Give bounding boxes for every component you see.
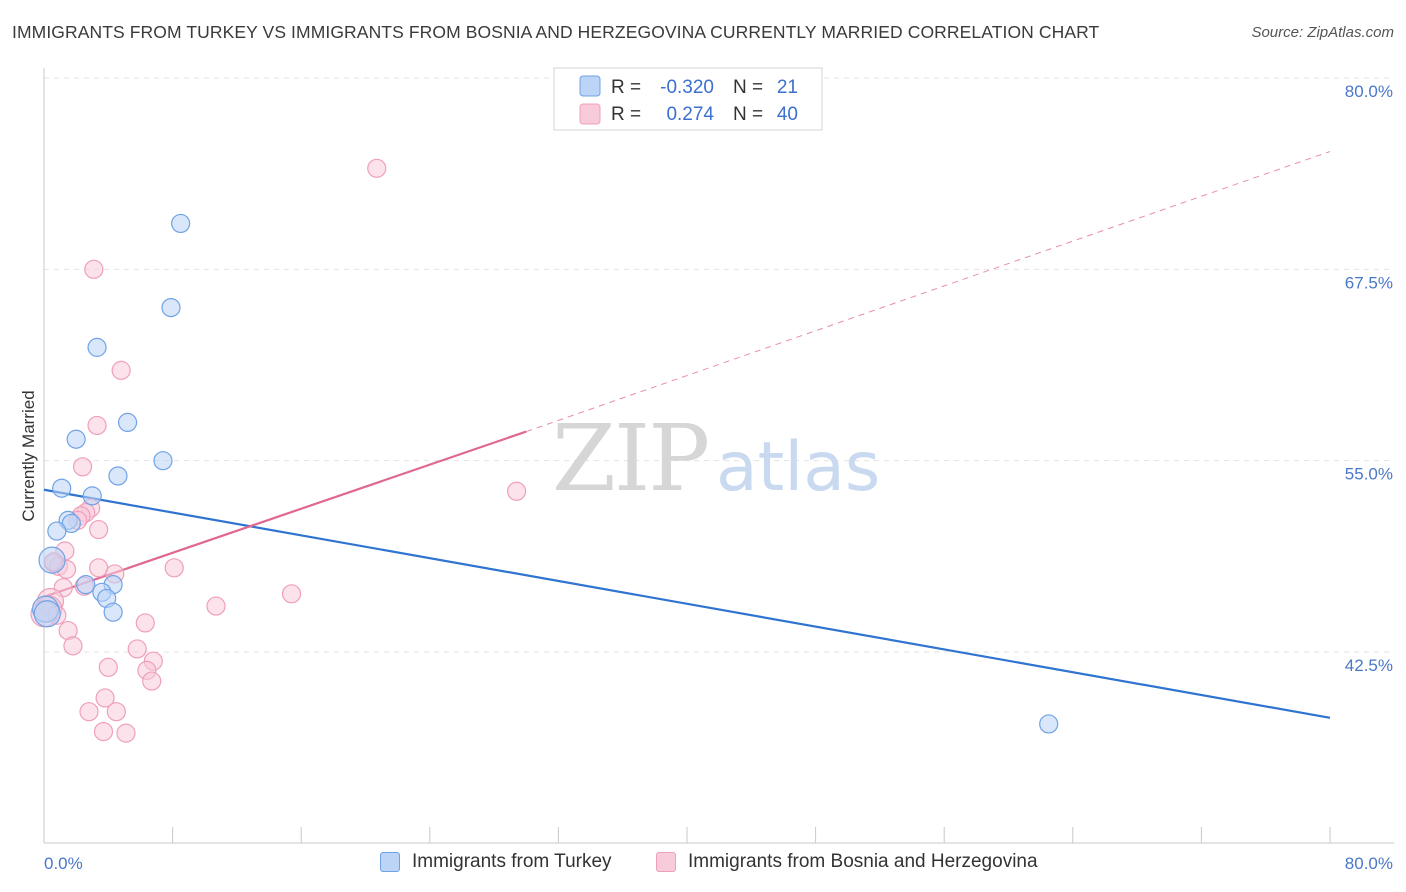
point-turkey [38, 546, 66, 574]
series-legend-item-bosnia: Immigrants from Bosnia and Herzegovina [656, 851, 1038, 873]
series-legend-label-bosnia: Immigrants from Bosnia and Herzegovina [688, 851, 1038, 872]
legend-n-value-turkey: 21 [777, 77, 798, 98]
y-tick-label: 80.0% [1345, 82, 1393, 101]
point-bosnia [507, 481, 527, 501]
correlation-legend: R = -0.320 N = 21 R = 0.274 N = 40 [553, 67, 823, 131]
legend-r-label-turkey: R = [611, 77, 641, 98]
x-tick-labels: 0.0% 80.0% [44, 854, 1393, 873]
legend-n-label-bosnia: N = [733, 104, 763, 125]
point-turkey [1039, 714, 1059, 734]
legend-r-label-bosnia: R = [611, 104, 641, 125]
x-tick-label-max: 80.0% [1345, 854, 1393, 873]
point-bosnia [95, 688, 115, 708]
legend-r-value-turkey: -0.320 [660, 77, 714, 98]
point-bosnia [63, 636, 83, 656]
point-bosnia [367, 158, 387, 178]
point-turkey [47, 521, 67, 541]
point-bosnia [72, 457, 93, 477]
axes [43, 68, 1394, 844]
point-turkey [52, 478, 72, 498]
series-legend-swatch-turkey [380, 852, 400, 872]
point-bosnia [116, 723, 136, 743]
point-bosnia [164, 558, 184, 578]
legend-r-value-bosnia: 0.274 [666, 104, 714, 125]
y-tick-label: 42.5% [1345, 656, 1393, 675]
point-bosnia [106, 702, 126, 722]
x-tick-label-min: 0.0% [44, 854, 83, 873]
data-points [30, 158, 1059, 743]
legend-swatch-turkey [579, 75, 601, 97]
series-legend-label-turkey: Immigrants from Turkey [412, 851, 612, 872]
point-bosnia [93, 721, 114, 742]
point-turkey [171, 213, 191, 234]
point-turkey [108, 466, 128, 486]
point-turkey [161, 298, 181, 318]
point-turkey [103, 602, 123, 622]
series-legend: Immigrants from Turkey Immigrants from B… [0, 851, 1406, 879]
point-turkey [76, 575, 96, 595]
point-bosnia [89, 519, 109, 540]
point-bosnia [84, 259, 104, 279]
grid-lines [44, 77, 1394, 653]
point-turkey [33, 600, 61, 628]
point-bosnia [98, 657, 118, 677]
chart-title: IMMIGRANTS FROM TURKEY VS IMMIGRANTS FRO… [12, 22, 1100, 42]
point-bosnia [79, 702, 99, 722]
y-tick-label: 55.0% [1345, 465, 1393, 484]
point-bosnia [89, 558, 109, 578]
y-tick-label: 67.5% [1345, 273, 1393, 292]
chart-source: Source: ZipAtlas.com [1251, 24, 1394, 41]
point-turkey [117, 412, 138, 432]
point-bosnia [135, 613, 155, 633]
point-turkey [66, 429, 86, 449]
point-bosnia [127, 639, 147, 659]
watermark-zip: ZIP [552, 405, 708, 512]
legend-n-label-turkey: N = [733, 77, 763, 98]
point-turkey [87, 337, 107, 357]
watermark-atlas: atlas [716, 428, 880, 507]
series-legend-item-turkey: Immigrants from Turkey [380, 851, 612, 873]
point-bosnia [206, 596, 226, 616]
watermark: ZIP atlas [552, 405, 880, 512]
series-legend-swatch-bosnia [656, 852, 676, 872]
point-turkey [153, 451, 173, 471]
y-tick-labels: 80.0% 67.5% 55.0% 42.5% [1345, 82, 1393, 675]
trend-line-turkey [43, 488, 1331, 719]
point-turkey [82, 486, 102, 506]
trend-lines [43, 150, 1331, 719]
trend-line-bosnia-extension [526, 150, 1331, 433]
legend-n-value-bosnia: 40 [777, 104, 798, 125]
point-bosnia [142, 671, 162, 691]
point-bosnia [87, 415, 107, 436]
trend-line-bosnia [43, 430, 527, 598]
point-bosnia [111, 360, 131, 380]
legend-swatch-bosnia [579, 103, 601, 125]
point-bosnia [281, 584, 302, 604]
y-axis-label: Currently Married [19, 390, 38, 521]
